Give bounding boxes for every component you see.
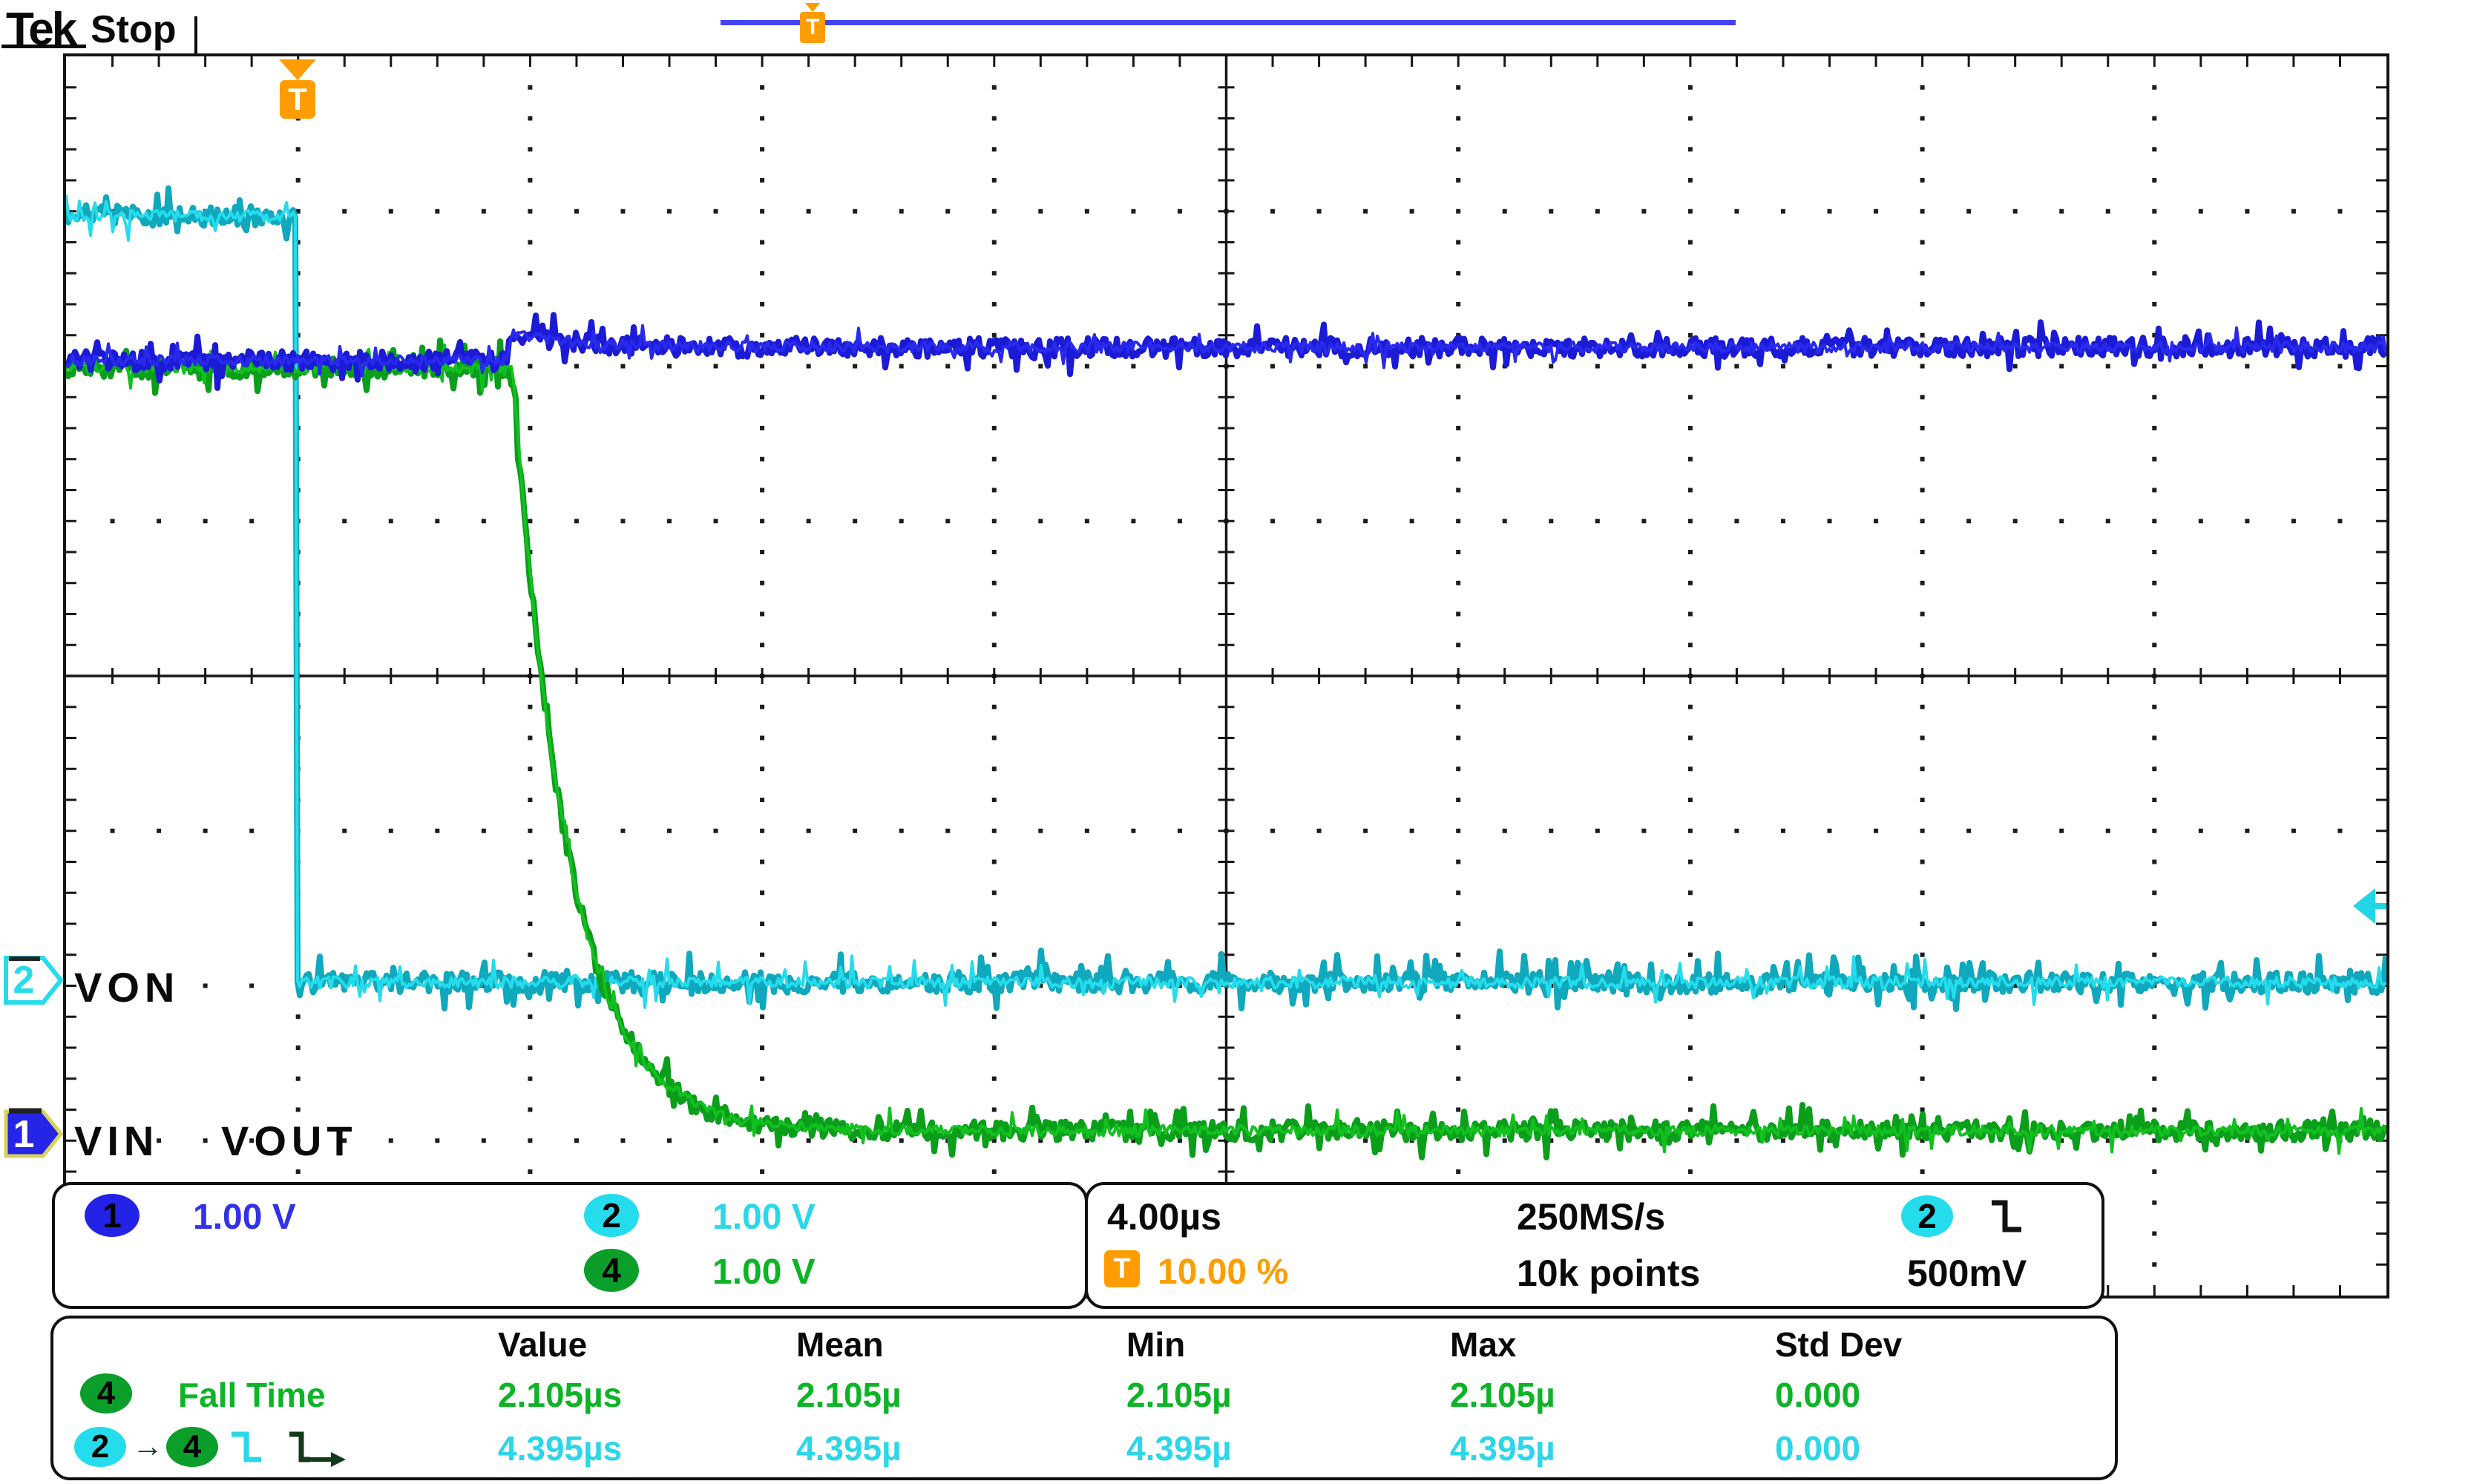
trigger-position-readout: 10.00 % — [1158, 1252, 1289, 1292]
vertical-readout-box: 1 1.00 V 2 1.00 V 4 1.00 V — [52, 1182, 1088, 1309]
trigger-source-badge: 2 — [1901, 1195, 1953, 1237]
meas-row2-from-badge: 2 — [74, 1427, 126, 1467]
ch2-scale: 1.00 V — [712, 1198, 816, 1237]
meas-row1-stddev: 0.000 — [1775, 1376, 1861, 1414]
acquisition-status: Stop — [91, 8, 177, 51]
meas-row1-max: 2.105µ — [1450, 1376, 1555, 1414]
meas-row2-value: 4.395µs — [498, 1429, 623, 1468]
ch1-scale: 1.00 V — [193, 1198, 296, 1237]
meas-row1-value: 2.105µs — [498, 1376, 623, 1414]
trigger-position-readout-icon: T — [1104, 1250, 1140, 1287]
meas-row1-mean: 2.105µ — [796, 1376, 902, 1414]
logo-underline — [1, 45, 86, 48]
meas-row2-edge-pair-icon — [232, 1431, 346, 1467]
ch2-trace-label: VON — [74, 964, 180, 1011]
trigger-falling-edge-icon — [1992, 1200, 2021, 1232]
meas-row2-stddev: 0.000 — [1775, 1429, 1861, 1468]
header-divider — [194, 16, 197, 55]
meas-header-max: Max — [1450, 1325, 1517, 1364]
horizontal-readout-box: 4.00µs 250MS/s 2 T 10.00 % 10k points 50… — [1085, 1182, 2104, 1309]
meas-header-value: Value — [498, 1325, 588, 1364]
ch1-trace-label-vin: VIN — [74, 1117, 160, 1164]
trigger-position-t-icon: T — [280, 80, 315, 119]
meas-row1-source-badge: 4 — [80, 1373, 132, 1414]
record-trigger-arrow-icon — [805, 3, 820, 12]
record-trigger-t-icon: T — [800, 12, 825, 43]
record-view-bar — [721, 20, 1736, 25]
ch4-scale: 1.00 V — [712, 1252, 816, 1292]
waveform-plot — [66, 56, 2386, 1296]
meas-header-min: Min — [1126, 1325, 1186, 1364]
trigger-position-arrow-icon — [279, 59, 316, 80]
sample-rate-readout: 250MS/s — [1517, 1196, 1666, 1238]
measurement-table: Value Mean Min Max Std Dev 4 Fall Time 2… — [50, 1316, 2118, 1480]
svg-text:2: 2 — [13, 959, 35, 1002]
ch1-position-marker: 1 — [4, 1108, 64, 1158]
timebase-readout: 4.00µs — [1107, 1196, 1221, 1238]
ch2-position-marker: 2 — [4, 956, 64, 1005]
trigger-level-readout: 500mV — [1907, 1252, 2027, 1294]
meas-header-mean: Mean — [796, 1325, 884, 1364]
ch2-badge: 2 — [584, 1194, 639, 1237]
meas-row2-mean: 4.395µ — [796, 1429, 902, 1468]
meas-row2-arrow: → — [132, 1428, 163, 1463]
ch4-badge: 4 — [584, 1249, 639, 1292]
meas-row2-max: 4.395µ — [1450, 1429, 1555, 1468]
svg-text:1: 1 — [13, 1113, 35, 1156]
meas-row2-min: 4.395µ — [1126, 1429, 1232, 1468]
ch1-trace-label-vout: VOUT — [221, 1117, 358, 1164]
meas-row1-min: 2.105µ — [1126, 1376, 1232, 1414]
graticule: T VON VIN VOUT — [63, 53, 2389, 1298]
ch1-badge: 1 — [85, 1194, 140, 1237]
record-length-readout: 10k points — [1517, 1252, 1701, 1294]
meas-row1-label: Fall Time — [178, 1376, 326, 1414]
meas-row2-to-badge: 4 — [166, 1427, 218, 1467]
meas-header-stddev: Std Dev — [1775, 1325, 1903, 1364]
